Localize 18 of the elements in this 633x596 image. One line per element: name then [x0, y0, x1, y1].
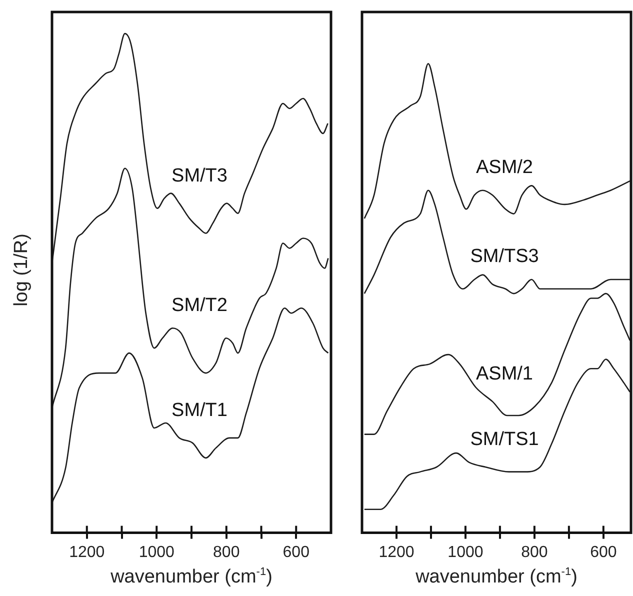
x-tick-label: 600	[590, 544, 617, 561]
x-axis-title: wavenumber (cm$^{-1}$)	[110, 566, 274, 588]
x-tick-label: 1000	[138, 544, 175, 561]
series-label: SM/T2	[172, 295, 228, 316]
x-tick-label: 800	[213, 544, 240, 561]
x-tick-label: 1200	[69, 544, 105, 561]
series-label: SM/T1	[172, 400, 228, 421]
series-label: SM/TS3	[470, 246, 539, 268]
x-axis-title: wavenumber (cm$^{-1}$)	[414, 566, 578, 588]
series-label: ASM/1	[476, 363, 534, 384]
y-axis-title: log (1/R)	[11, 234, 33, 306]
x-tick-label: 1200	[378, 544, 414, 561]
x-tick-label: 1000	[448, 544, 484, 561]
series-label: SM/TS1	[470, 429, 539, 450]
series-label: ASM/2	[476, 157, 534, 178]
x-tick-label: 600	[282, 544, 310, 561]
series-label: SM/T3	[172, 165, 228, 186]
x-tick-label: 800	[521, 544, 548, 561]
